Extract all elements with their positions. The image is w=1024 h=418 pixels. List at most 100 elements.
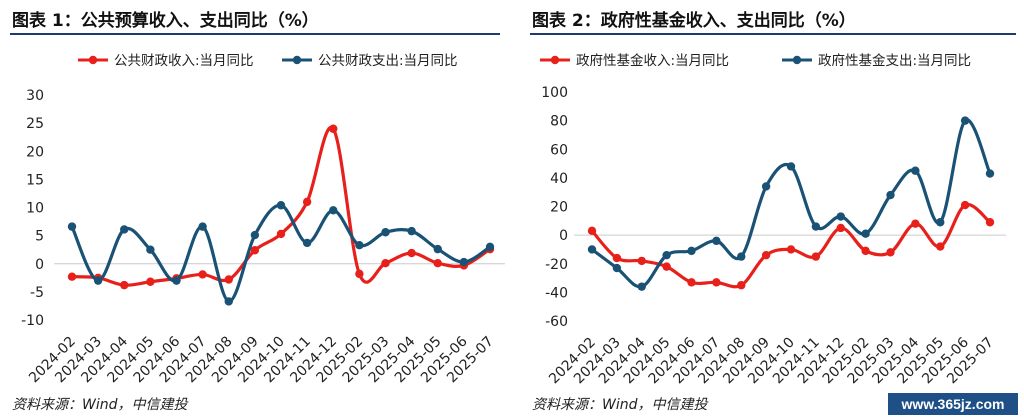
chart-2-legend-1-label: 政府性基金收入:当月同比 <box>576 52 729 69</box>
chart-2-y-tick-label: -20 <box>545 257 568 273</box>
chart-1-series-1-point <box>302 197 312 207</box>
chart-2-series-1-point <box>936 242 945 251</box>
chart-2-y-tick-label: -40 <box>545 285 568 301</box>
chart-1-y-tick-label: -10 <box>21 313 44 329</box>
chart-2-series-1-point <box>811 252 821 261</box>
chart-2-series-2-point <box>737 252 746 261</box>
chart-2-series-2-point <box>786 162 796 171</box>
chart-2-series-2-line <box>591 118 992 289</box>
chart-1-series-1-point <box>329 124 338 133</box>
chart-2-series-1-point <box>687 278 696 287</box>
chart-2-series-2-point <box>886 190 895 200</box>
chart-2-series-1-point <box>612 253 622 263</box>
chart-2-series-1-point <box>662 262 671 271</box>
chart-2-series-2-point <box>637 282 646 291</box>
chart-2-series-2-point <box>612 263 622 273</box>
chart-1-series-1-point <box>276 229 286 239</box>
chart-2-series-2-point <box>712 236 721 246</box>
chart-1-series-1-point <box>381 258 390 268</box>
chart-1-series-2-point <box>433 244 442 254</box>
chart-1-y-tick-label: 25 <box>26 116 44 132</box>
chart-2-series-1-point <box>886 248 895 257</box>
chart-1-series-1-point <box>198 270 207 279</box>
chart-2-series-2-point <box>587 245 597 254</box>
chart-2-series-2-point <box>761 182 771 191</box>
chart-1-series-2-point <box>120 225 129 234</box>
chart-2-series-1-point <box>960 200 970 210</box>
chart-1-plot: -10-50510152025302024-022024-032024-0420… <box>21 53 505 386</box>
chart-2-y-tick-label: 0 <box>559 228 568 244</box>
chart-2-series-1-point <box>637 256 646 266</box>
chart-2-series-1-point <box>712 278 721 287</box>
chart-2-series-2-point <box>861 229 870 238</box>
chart-2-series-1-point <box>737 281 746 290</box>
chart-1-legend-2-marker <box>292 55 302 65</box>
chart-1-series-1-point <box>146 277 155 286</box>
site-watermark: www.365jz.com <box>888 393 1018 415</box>
chart-1-y-tick-label: 15 <box>26 172 44 188</box>
chart-1-y-tick-label: 30 <box>26 88 44 104</box>
chart-1-legend-1-marker <box>88 55 98 65</box>
chart-1-series-1-point <box>250 246 260 255</box>
chart-2-y-tick-label: 60 <box>550 142 568 158</box>
chart-1-series-2-point <box>407 226 416 236</box>
chart-1-title: 图表 1：公共预算收入、支出同比（%） <box>12 11 319 31</box>
chart-2-series-1-point <box>836 223 845 233</box>
chart-2-series-2-point <box>985 169 995 178</box>
chart-1-series-2-point <box>485 242 495 252</box>
chart-2-y-tick-label: 100 <box>541 85 568 101</box>
chart-2-legend-2-label: 政府性基金支出:当月同比 <box>818 52 971 69</box>
chart-1-y-tick-label: -5 <box>30 285 44 301</box>
chart-2-series-1-point <box>786 245 796 254</box>
chart-1-series-1-point <box>224 275 233 284</box>
chart-2-title-rule <box>530 33 1016 35</box>
chart-1-series-2-point <box>172 276 181 285</box>
chart-2-y-tick-label: 20 <box>550 200 568 216</box>
chart-2-y-tick-label: 80 <box>550 114 568 130</box>
chart-2-series-1-point <box>861 246 870 256</box>
chart-1-y-tick-label: 10 <box>26 201 44 217</box>
chart-1-legend-2-label: 公共财政支出:当月同比 <box>318 53 458 69</box>
chart-1-series-2-point <box>355 240 364 250</box>
chart-1-legend-1-label: 公共财政收入:当月同比 <box>114 53 254 69</box>
chart-1-series-2-point <box>146 245 155 254</box>
chart-2-series-1-point <box>587 226 597 236</box>
chart-1-series-1-point <box>355 269 364 279</box>
chart-1-source: 资料来源：Wind，中信建投 <box>12 397 188 413</box>
chart-2-series-2-point <box>960 116 970 125</box>
chart-2-series-2-point <box>911 166 920 175</box>
chart-2-series-1-point <box>985 218 995 227</box>
chart-1-y-tick-label: 20 <box>26 144 44 160</box>
chart-2-source: 资料来源：Wind，中信建投 <box>532 397 708 413</box>
chart-2-series-2-point <box>687 246 696 256</box>
chart-1-series-2-point <box>329 206 338 215</box>
chart-1-y-tick-label: 5 <box>35 229 44 245</box>
chart-1-series-2-point <box>302 238 312 248</box>
chart-2-title: 图表 2：政府性基金收入、支出同比（%） <box>532 11 856 31</box>
chart-1-title-rule <box>10 33 500 35</box>
chart-1-series-1-point <box>407 248 416 258</box>
chart-1-series-2-point <box>250 230 260 240</box>
chart-1-series-2-line <box>70 203 491 304</box>
chart-2-plot: -60-40-200204060801002024-022024-032024-… <box>540 52 1006 387</box>
chart-1-series-2-point <box>459 257 469 267</box>
chart-2-series-1-point <box>761 250 771 260</box>
chart-1-series-2-point <box>381 228 390 237</box>
chart-2-series-2-point <box>811 222 821 231</box>
chart-1-series-2-point <box>67 222 77 231</box>
chart-2-legend-1-marker <box>550 55 560 65</box>
chart-2-series-2-point <box>662 250 671 260</box>
chart-2-series-1-point <box>911 219 920 228</box>
chart-1-series-2-point <box>276 201 286 210</box>
chart-2-series-2-point <box>836 212 845 221</box>
chart-1-series-1-point <box>67 272 77 281</box>
chart-2-series-2-point <box>936 218 945 227</box>
chart-1-series-1-point <box>433 258 442 268</box>
chart-1-series-1-point <box>120 280 129 290</box>
chart-2-legend-2-marker <box>792 55 802 65</box>
chart-1-series-2-point <box>198 222 207 231</box>
chart-1-series-2-point <box>93 276 103 285</box>
chart-1-series-2-point <box>224 297 233 306</box>
chart-2-y-tick-label: 40 <box>550 171 568 187</box>
chart-2-y-tick-label: -60 <box>545 314 568 330</box>
